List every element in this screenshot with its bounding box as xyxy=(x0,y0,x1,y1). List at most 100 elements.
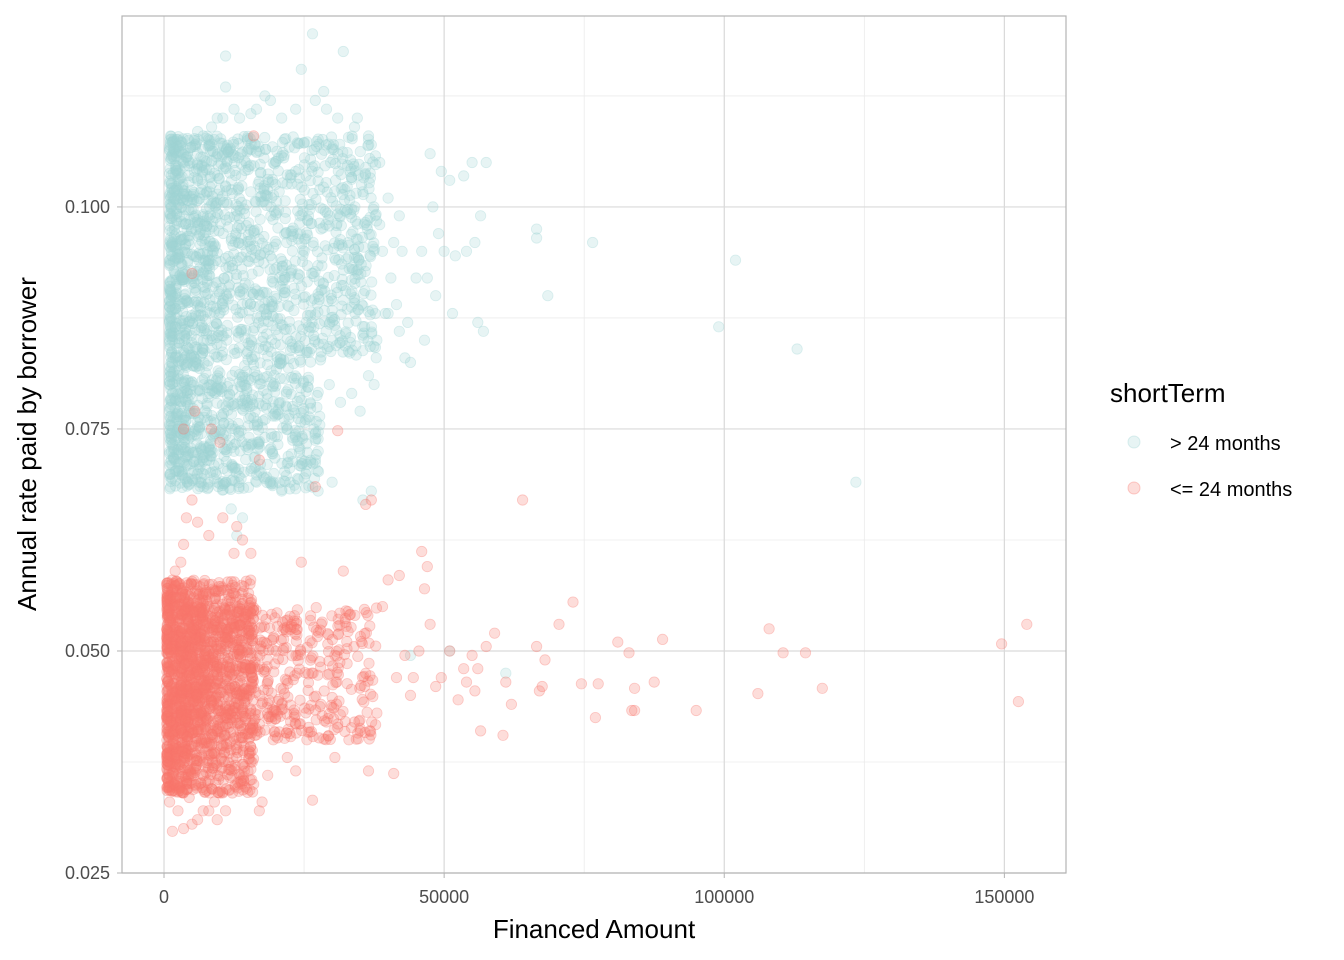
data-point xyxy=(169,159,181,171)
data-point xyxy=(196,467,208,479)
x-tick-label: 0 xyxy=(159,887,169,907)
data-point xyxy=(315,698,327,710)
data-point xyxy=(286,341,298,354)
data-point xyxy=(363,152,376,165)
data-point xyxy=(183,791,195,804)
data-point xyxy=(207,245,220,257)
data-point xyxy=(207,237,220,250)
data-point xyxy=(322,244,334,256)
data-point xyxy=(210,254,222,267)
data-point xyxy=(228,248,240,260)
data-point xyxy=(165,322,177,334)
data-point xyxy=(361,223,373,235)
data-point xyxy=(254,167,266,179)
data-point xyxy=(297,291,310,303)
data-point xyxy=(211,197,223,209)
data-point xyxy=(364,167,376,179)
data-point xyxy=(312,465,325,478)
data-point xyxy=(181,151,193,163)
data-point xyxy=(245,186,257,198)
data-point xyxy=(235,222,247,234)
data-point xyxy=(342,251,355,263)
data-point xyxy=(201,249,214,261)
data-point xyxy=(327,315,339,327)
data-point xyxy=(179,288,192,300)
data-point xyxy=(254,289,266,301)
data-point xyxy=(349,307,361,320)
data-point xyxy=(234,380,246,392)
data-point xyxy=(195,350,207,362)
data-point xyxy=(170,164,182,176)
data-point xyxy=(164,193,176,205)
data-point xyxy=(166,182,179,194)
data-point xyxy=(213,225,225,237)
data-point xyxy=(184,157,196,169)
data-point xyxy=(352,269,364,281)
data-point xyxy=(240,246,252,258)
data-point xyxy=(330,282,343,294)
data-point xyxy=(217,227,229,240)
data-point xyxy=(201,220,213,232)
data-point xyxy=(225,575,237,588)
data-point xyxy=(183,190,196,202)
data-point xyxy=(327,679,339,691)
data-point xyxy=(171,307,183,320)
data-point xyxy=(345,211,358,223)
data-point xyxy=(348,716,361,728)
data-point xyxy=(185,141,197,154)
data-point xyxy=(185,278,197,290)
data-point xyxy=(458,170,470,182)
data-point xyxy=(303,320,315,332)
data-point xyxy=(255,310,267,322)
data-point xyxy=(413,645,425,657)
data-point xyxy=(268,408,280,420)
data-point xyxy=(358,603,370,616)
data-point xyxy=(179,326,191,338)
data-point xyxy=(198,324,210,337)
data-point xyxy=(269,209,282,221)
data-point xyxy=(367,240,379,253)
data-point xyxy=(307,240,319,252)
data-point xyxy=(344,347,356,359)
data-point xyxy=(196,160,208,172)
data-point xyxy=(187,379,199,391)
data-point xyxy=(197,805,209,817)
data-point xyxy=(225,235,237,247)
data-point xyxy=(239,164,251,177)
data-point xyxy=(195,173,208,185)
data-point xyxy=(211,247,223,259)
data-point xyxy=(623,647,635,659)
data-point xyxy=(302,381,314,393)
data-point xyxy=(357,320,369,333)
data-point xyxy=(301,345,313,357)
data-point xyxy=(179,268,191,281)
data-point xyxy=(729,254,742,266)
data-point xyxy=(326,195,339,208)
data-point xyxy=(203,259,215,271)
data-point xyxy=(432,228,445,240)
data-point xyxy=(346,130,358,142)
data-point xyxy=(351,112,363,124)
data-point xyxy=(287,131,299,143)
data-point xyxy=(334,210,346,222)
data-point xyxy=(171,141,183,153)
data-point xyxy=(241,236,253,248)
data-point xyxy=(285,169,298,181)
data-point xyxy=(245,144,257,156)
data-point xyxy=(279,195,291,207)
data-point xyxy=(245,334,257,346)
data-point xyxy=(219,252,231,264)
data-point xyxy=(221,156,233,168)
data-point xyxy=(430,290,442,302)
data-point xyxy=(170,165,182,177)
data-point xyxy=(178,156,190,169)
data-point xyxy=(321,343,333,355)
data-point xyxy=(170,240,182,252)
data-point xyxy=(337,182,349,194)
data-point xyxy=(267,241,279,253)
data-point xyxy=(294,694,306,706)
data-point xyxy=(325,131,338,143)
data-point xyxy=(421,272,433,284)
data-point xyxy=(172,167,185,179)
data-point xyxy=(197,210,209,223)
